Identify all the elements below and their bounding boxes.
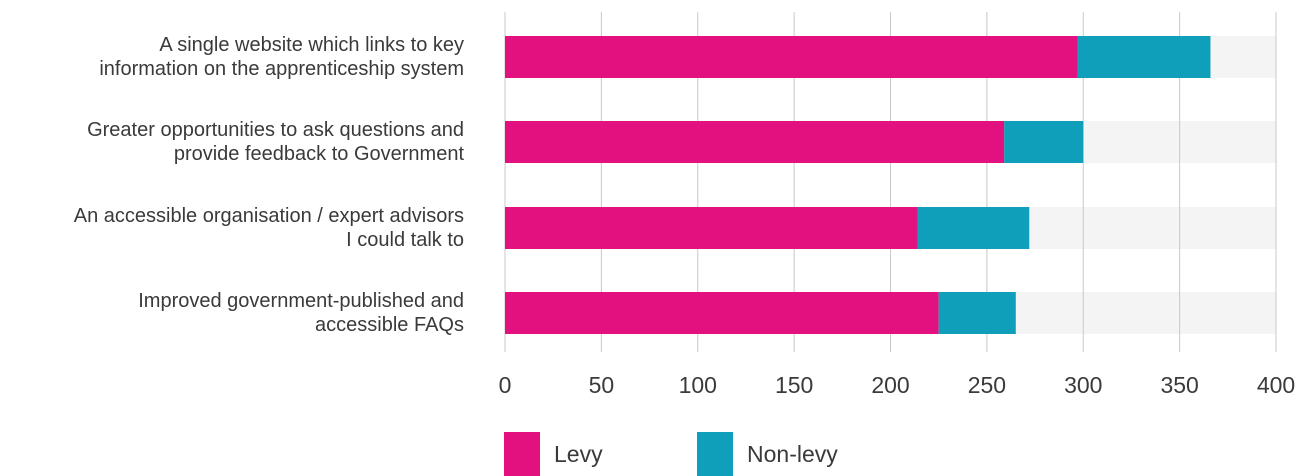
bar-levy — [505, 292, 939, 334]
x-tick-label: 400 — [1257, 372, 1295, 398]
legend-item-non-levy: Non-levy — [697, 432, 838, 476]
category-label-line: provide feedback to Government — [173, 143, 464, 165]
legend-label-levy: Levy — [554, 440, 603, 467]
bar-non-levy — [1077, 36, 1211, 78]
category-label-line: A single website which links to key — [159, 34, 464, 56]
category-label: Greater opportunities to ask questions a… — [0, 118, 464, 166]
x-tick-label: 50 — [589, 372, 615, 398]
category-label: A single website which links to key infor… — [0, 33, 464, 81]
bars — [505, 36, 1211, 334]
legend-swatch-non-levy — [697, 432, 733, 476]
category-label-line: An accessible organisation / expert advi… — [73, 205, 464, 227]
x-tick-label: 100 — [679, 372, 717, 398]
category-label: An accessible organisation / expert advi… — [0, 204, 464, 252]
legend-item-levy: Levy — [504, 432, 603, 476]
category-label-line: information on the apprenticeship system — [99, 58, 464, 80]
bar-non-levy — [1004, 121, 1084, 163]
legend-label-non-levy: Non-levy — [747, 440, 838, 467]
bar-non-levy — [917, 207, 1030, 249]
category-label: Improved government-published and accessi… — [0, 289, 464, 337]
x-tick-label: 0 — [499, 372, 512, 398]
category-label-line: Improved government-published and — [138, 290, 464, 312]
legend-swatch-levy — [504, 432, 540, 476]
bar-non-levy — [938, 292, 1016, 334]
x-tick-label: 200 — [871, 372, 909, 398]
x-tick-label: 300 — [1064, 372, 1102, 398]
bar-levy — [505, 207, 918, 249]
category-label-line: I could talk to — [346, 229, 464, 251]
category-label-line: accessible FAQs — [315, 314, 464, 336]
bar-levy — [505, 121, 1005, 163]
x-tick-label: 150 — [775, 372, 813, 398]
bar-levy — [505, 36, 1078, 78]
category-label-line: Greater opportunities to ask questions a… — [87, 119, 464, 141]
x-tick-label: 250 — [968, 372, 1006, 398]
x-axis-ticks: 0 50 100 150 200 250 300 350 400 — [499, 372, 1296, 398]
x-tick-label: 350 — [1160, 372, 1198, 398]
